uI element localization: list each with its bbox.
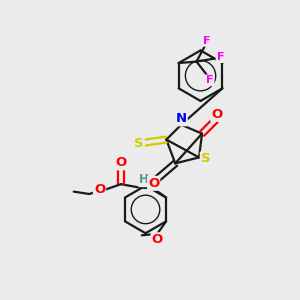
Text: S: S [134, 137, 144, 150]
Text: O: O [211, 108, 223, 121]
Text: S: S [201, 152, 210, 165]
Text: F: F [206, 75, 214, 85]
Text: F: F [217, 52, 224, 62]
Text: O: O [152, 233, 163, 246]
Text: O: O [148, 177, 159, 190]
Text: O: O [94, 183, 105, 196]
Text: H: H [139, 173, 149, 186]
Text: N: N [176, 112, 187, 125]
Text: F: F [202, 36, 210, 46]
Text: O: O [115, 156, 127, 169]
